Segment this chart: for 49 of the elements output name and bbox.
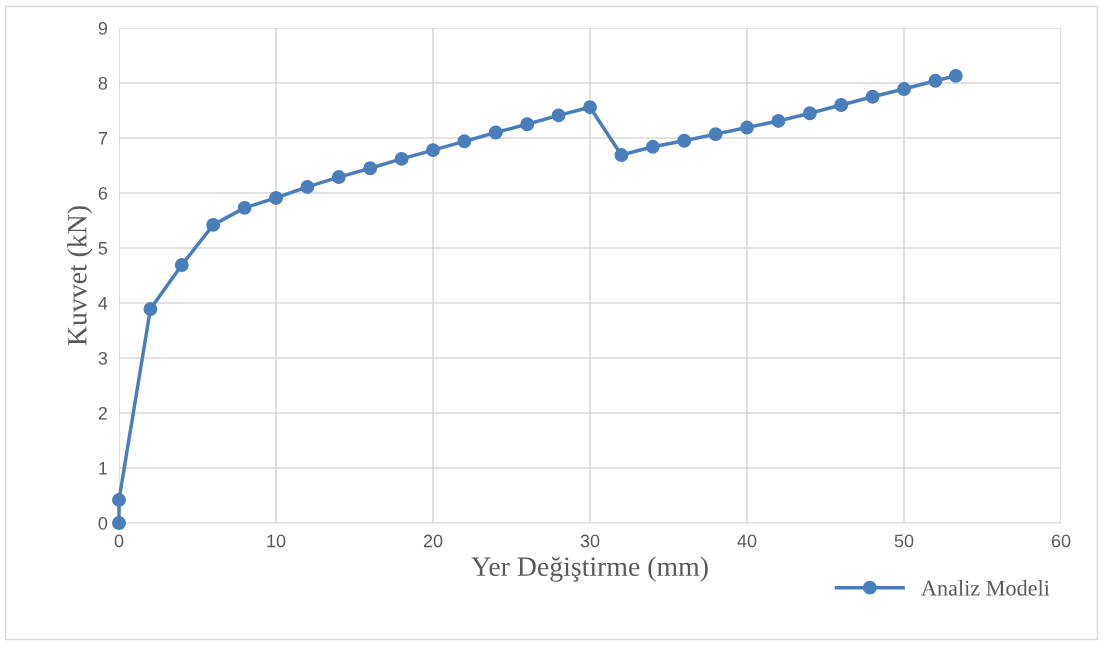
x-tick-label: 30: [580, 534, 600, 548]
point: [488, 125, 503, 140]
y-tick-label: 7: [98, 132, 107, 145]
point: [237, 200, 252, 215]
point: [645, 139, 660, 154]
point: [112, 492, 126, 507]
y-tick-label: 5: [98, 242, 108, 255]
point: [948, 68, 963, 83]
y-tick-label: 8: [98, 76, 108, 90]
x-tick-label: 0: [114, 534, 124, 548]
point: [143, 302, 158, 316]
point: [708, 127, 723, 142]
x-tick-label: 10: [267, 534, 286, 548]
point: [928, 73, 943, 88]
point: [520, 117, 535, 132]
y-tick-label: 4: [98, 297, 108, 310]
point: [206, 217, 221, 232]
point: [551, 108, 566, 123]
y-tick-label: 3: [98, 351, 108, 365]
x-tick-label: 40: [737, 534, 757, 548]
x-tick-label: 60: [1051, 534, 1071, 548]
point: [677, 133, 692, 148]
point: [363, 161, 378, 176]
y-tick-label: 1: [99, 462, 108, 475]
point: [269, 191, 283, 205]
legend-label: Analiz Modeli: [921, 580, 1050, 596]
point: [112, 516, 126, 530]
point: [331, 170, 346, 184]
point: [802, 106, 817, 121]
x-tick-label: 20: [423, 534, 443, 548]
y-tick-label: 0: [98, 516, 108, 530]
y-axis-title: Kuvvet (kN): [67, 206, 93, 346]
point: [583, 100, 597, 115]
point: [426, 143, 440, 158]
point: [865, 89, 880, 104]
y-tick-label: 6: [98, 186, 108, 200]
point: [457, 134, 472, 149]
point: [614, 148, 629, 162]
point: [740, 120, 754, 135]
point: [834, 98, 849, 112]
y-tick-label: 9: [98, 21, 108, 35]
x-tick-label: 50: [894, 534, 914, 548]
point: [771, 114, 786, 128]
point: [897, 82, 911, 96]
x-axis-title: Yer Değiştirme (mm): [471, 556, 708, 582]
y-tick-label: 2: [98, 406, 107, 420]
point: [300, 180, 315, 194]
point: [174, 258, 189, 272]
point: [394, 151, 409, 166]
